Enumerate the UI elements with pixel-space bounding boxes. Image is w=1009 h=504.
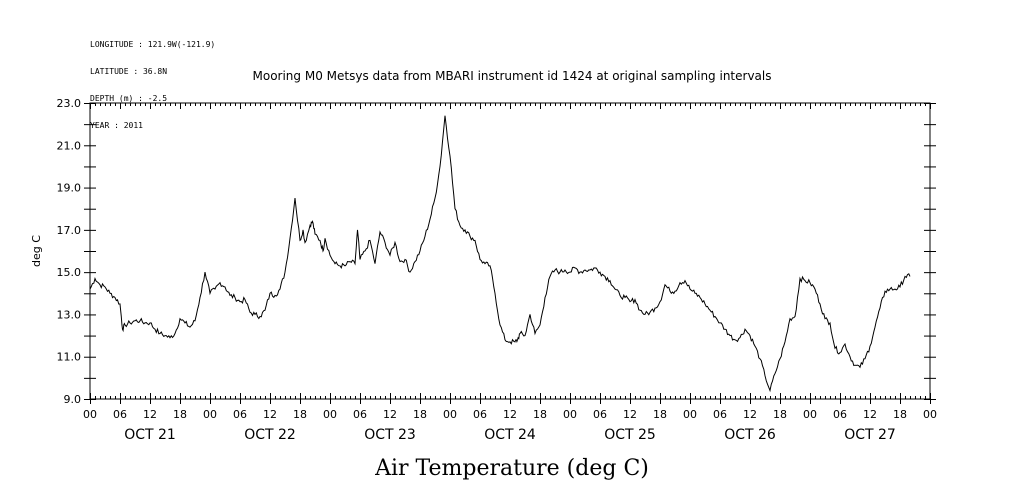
x-tick-label: 06 [233, 408, 247, 421]
y-tick-label: 13.0 [57, 308, 82, 321]
y-tick-label: 23.0 [57, 97, 82, 110]
x-tick-label: 00 [323, 408, 337, 421]
depth-text: DEPTH (m) : -2.5 [90, 94, 168, 103]
metadata-block: LONGITUDE : 121.9W(-121.9) LATITUDE : 36… [90, 22, 215, 139]
x-tick-label: 18 [773, 408, 787, 421]
x-tick-label: 18 [173, 408, 187, 421]
x-tick-label: 18 [533, 408, 547, 421]
x-tick-label: 06 [833, 408, 847, 421]
y-tick-label: 15.0 [57, 266, 82, 279]
y-tick-label: 17.0 [57, 224, 82, 237]
x-tick-label: 12 [263, 408, 277, 421]
x-tick-label: 00 [563, 408, 577, 421]
x-tick-label: 12 [143, 408, 157, 421]
plot-frame [89, 102, 931, 400]
x-tick-label: 12 [743, 408, 757, 421]
x-tick-label: 12 [623, 408, 637, 421]
x-tick-label: 06 [473, 408, 487, 421]
x-tick-label: 06 [713, 408, 727, 421]
x-tick-labels: 00 06 12 18 00 06 12 18 00 06 12 18 00 06 12 18 00 06 12 18… [83, 408, 937, 421]
x-tick-label: 00 [683, 408, 697, 421]
day-label: OCT 26 [724, 427, 776, 443]
x-tick-label: 00 [923, 408, 937, 421]
x-tick-label: 18 [293, 408, 307, 421]
x-tick-label: 06 [353, 408, 367, 421]
day-label: OCT 22 [244, 427, 296, 443]
x-tick-label: 12 [863, 408, 877, 421]
day-label: OCT 21 [124, 427, 176, 443]
x-tick-label: 18 [893, 408, 907, 421]
latitude-text: LATITUDE : 36.8N [90, 67, 168, 76]
day-labels: OCT 21 OCT 22 OCT 23 OCT 24 OCT 25 OCT 26 OCT … [124, 427, 896, 443]
x-axis-label: Air Temperature (deg C) [374, 456, 649, 481]
longitude-text: LONGITUDE : 121.9W(-121.9) [90, 40, 216, 49]
chart-title: Mooring M0 Metsys data from MBARI instru… [253, 69, 772, 83]
y-tick-labels: 9.0 11.0 13.0 15.0 17.0 19.0 21.0 23.0 [57, 97, 82, 406]
x-tick-label: 12 [383, 408, 397, 421]
x-tick-label: 00 [83, 408, 97, 421]
y-tick-label: 19.0 [57, 182, 82, 195]
y-tick-label: 11.0 [57, 351, 82, 364]
day-label: OCT 24 [484, 427, 536, 443]
x-tick-label: 06 [113, 408, 127, 421]
x-tick-label: 12 [503, 408, 517, 421]
year-text: YEAR : 2011 [90, 121, 143, 130]
x-tick-label: 06 [593, 408, 607, 421]
x-tick-label: 00 [443, 408, 457, 421]
day-label: OCT 23 [364, 427, 416, 443]
x-tick-label: 18 [653, 408, 667, 421]
y-tick-label: 9.0 [64, 393, 82, 406]
y-axis-label: deg C [30, 235, 43, 267]
day-label: OCT 25 [604, 427, 656, 443]
x-tick-label: 00 [203, 408, 217, 421]
axis-ticks [84, 103, 936, 404]
day-label: OCT 27 [844, 427, 896, 443]
air-temperature-series-line [89, 115, 911, 393]
x-tick-label: 18 [413, 408, 427, 421]
x-tick-label: 00 [803, 408, 817, 421]
y-tick-label: 21.0 [57, 139, 82, 152]
